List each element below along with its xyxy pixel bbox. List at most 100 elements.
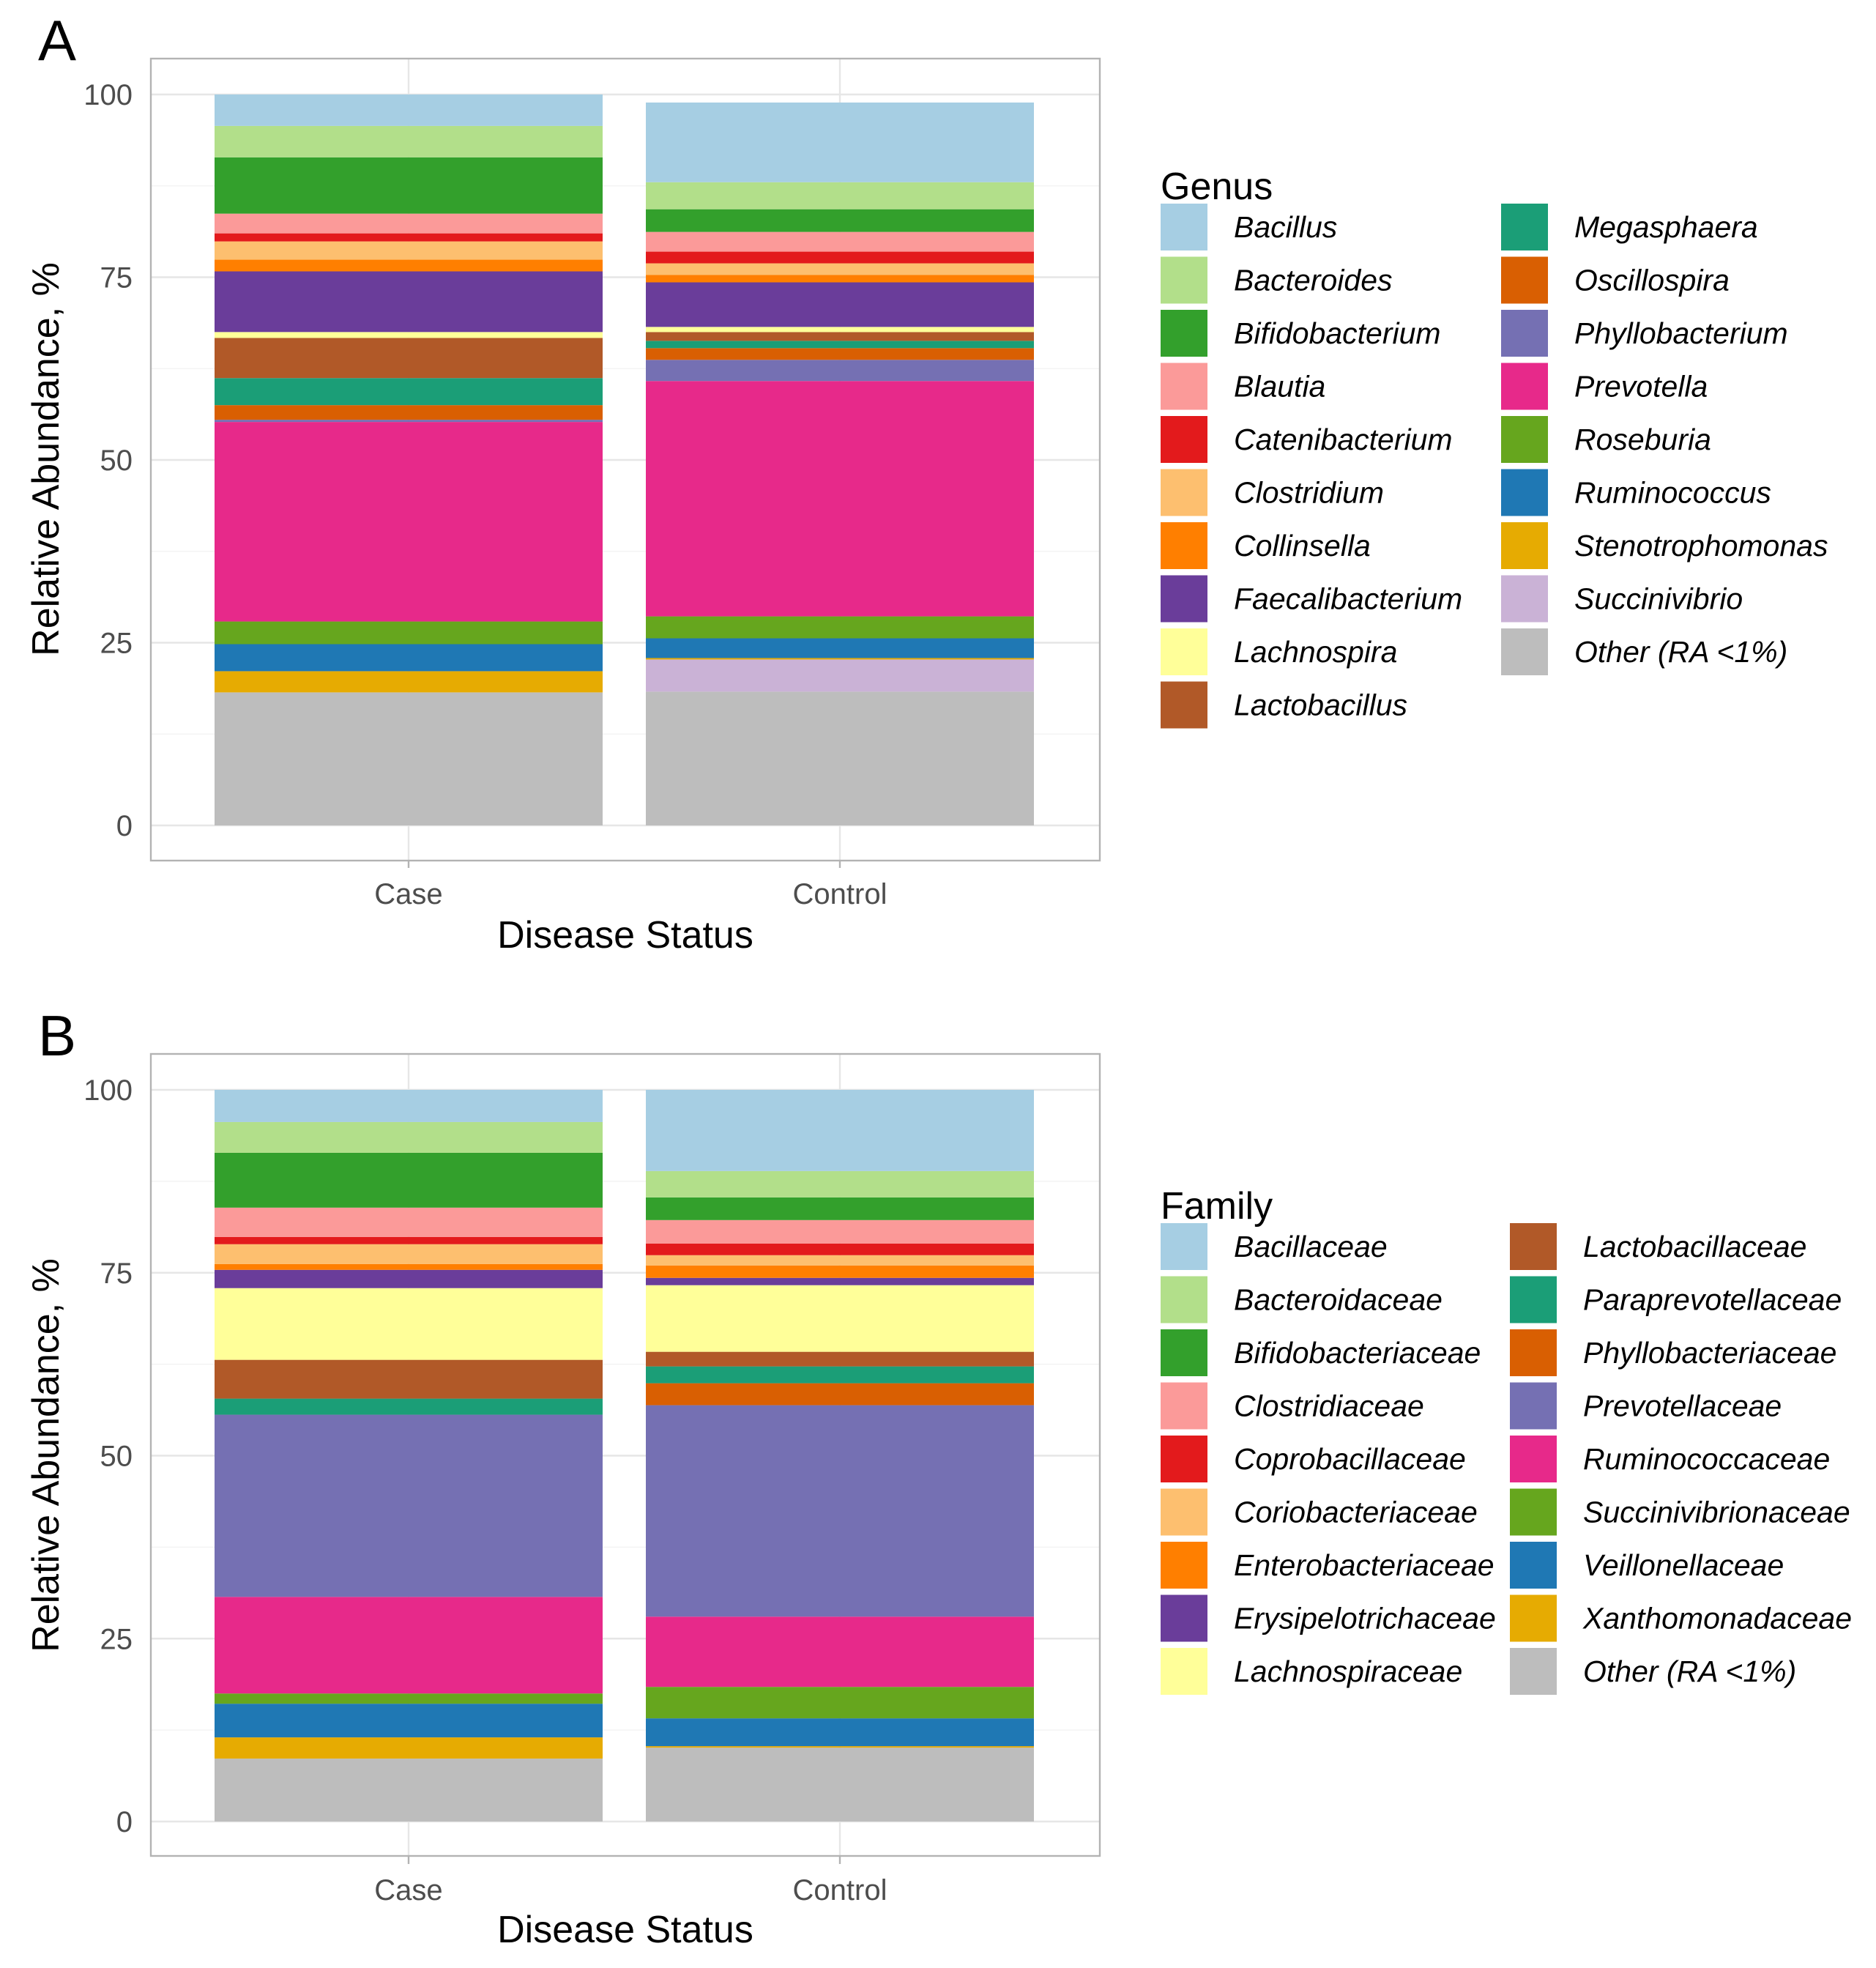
panel-b-legend-swatch-bifidobacteriaceae [1161, 1329, 1207, 1376]
panel-b-bar-control-coriobacteriaceae [646, 1255, 1034, 1266]
panel-a-legend-item-prevotella: Prevotella [1501, 363, 1708, 410]
panel-a-legend-item-collinsella: Collinsella [1161, 522, 1371, 569]
panel-a-bar-control-lachnospira [646, 327, 1034, 333]
panel-b-bar-control-veillonellaceae [646, 1718, 1034, 1747]
panel-b-bar-control-phyllobacteriaceae [646, 1383, 1034, 1406]
panel-b-legend-item-coriobacteriaceae: Coriobacteriaceae [1161, 1488, 1478, 1536]
panel-b-legend-swatch-coriobacteriaceae [1161, 1488, 1207, 1536]
panel-b-bar-case-prevotellaceae [215, 1414, 603, 1597]
panel-a-bar-control-lactobacillus [646, 332, 1034, 341]
panel-a-legend-swatch-prevotella [1501, 363, 1548, 410]
panel-a-bar-case-roseburia [215, 621, 603, 645]
panel-a-y-axis-title: Relative Abundance, % [25, 262, 67, 656]
panel-b-legend-label-other-ra-1: Other (RA <1%) [1583, 1655, 1796, 1688]
panel-a-legend-item-roseburia: Roseburia [1501, 416, 1711, 463]
panel-a-legend-title: Genus [1161, 166, 1273, 208]
panel-b-y-axis: 0 25 50 75 100 [83, 1074, 133, 1838]
panel-a-legend-item-lactobacillus: Lactobacillus [1161, 681, 1407, 729]
panel-b-legend-item-lactobacillaceae: Lactobacillaceae [1510, 1223, 1806, 1270]
panel-b-y-tick-label: 50 [100, 1441, 133, 1473]
panel-b-legend-label-succinivibrionaceae: Succinivibrionaceae [1583, 1496, 1850, 1529]
panel-a-bar-control-clostridium [646, 263, 1034, 275]
panel-b-bar-control-ruminococcaceae [646, 1616, 1034, 1687]
panel-b-y-tick-label: 100 [83, 1074, 133, 1107]
panel-a-legend-item-succinivibrio: Succinivibrio [1501, 575, 1743, 623]
panel-b-legend-item-xanthomonadaceae: Xanthomonadaceae [1510, 1594, 1852, 1642]
panel-a-x-axis-title: Disease Status [497, 914, 753, 957]
panel-a-legend-label-bacillus: Bacillus [1234, 210, 1337, 244]
panel-b-y-axis-title: Relative Abundance, % [25, 1258, 67, 1652]
panel-b-legend-swatch-xanthomonadaceae [1510, 1594, 1557, 1642]
panel-b-legend-swatch-lactobacillaceae [1510, 1223, 1557, 1270]
panel-b-legend-swatch-ruminococcaceae [1510, 1436, 1557, 1482]
panel-a-bar-control-faecalibacterium [646, 282, 1034, 327]
panel-b-bar-case-veillonellaceae [215, 1704, 603, 1738]
panel-b-x-tick-label-control: Control [793, 1874, 887, 1906]
panel-b-bar-control-lactobacillaceae [646, 1351, 1034, 1367]
panel-b-legend-label-lactobacillaceae: Lactobacillaceae [1583, 1230, 1806, 1263]
panel-a-legend-swatch-megasphaera [1501, 204, 1548, 250]
panel-a-legend-item-stenotrophomonas: Stenotrophomonas [1501, 522, 1828, 569]
panel-b-legend-swatch-other-ra-1 [1510, 1648, 1557, 1695]
panel-b-bar-case-other-ra-1 [215, 1759, 603, 1822]
panel-a-y-tick-label: 100 [83, 79, 133, 111]
panel-b-legend-label-erysipelotrichaceae: Erysipelotrichaceae [1234, 1602, 1496, 1635]
panel-a-legend-item-faecalibacterium: Faecalibacterium [1161, 575, 1462, 623]
panel-b-legend-item-bacteroidaceae: Bacteroidaceae [1161, 1276, 1443, 1323]
panel-b-bar-control-paraprevotellaceae [646, 1366, 1034, 1384]
panel-b-bars [215, 1090, 1034, 1822]
panel-b-bar-control-coprobacillaceae [646, 1243, 1034, 1255]
panel-letter-a: A [38, 8, 76, 73]
panel-a-bar-case-lactobacillus [215, 338, 603, 379]
panel-b-legend-item-bifidobacteriaceae: Bifidobacteriaceae [1161, 1329, 1481, 1376]
panel-b-legend-swatch-bacillaceae [1161, 1223, 1207, 1270]
panel-b-bar-case-enterobacteriaceae [215, 1263, 603, 1270]
panel-a-bar-case-catenibacterium [215, 233, 603, 242]
panel-a-bar-control-blautia [646, 231, 1034, 252]
panel-b-legend: Bacillaceae Bacteroidaceae Bifidobacteriac… [1161, 1223, 1852, 1695]
panel-letter-b: B [38, 1003, 76, 1068]
panel-b-legend-label-coprobacillaceae: Coprobacillaceae [1234, 1442, 1466, 1476]
panel-b-legend-item-prevotellaceae: Prevotellaceae [1510, 1382, 1782, 1430]
panel-a-bar-case-ruminococcus [215, 644, 603, 672]
panel-a-bar-case-oscillospira [215, 405, 603, 420]
panel-b-legend-item-enterobacteriaceae: Enterobacteriaceae [1161, 1542, 1495, 1589]
panel-a-plot-border [149, 57, 1101, 862]
panel-a-legend-swatch-lactobacillus [1161, 681, 1207, 729]
panel-b-legend-item-bacillaceae: Bacillaceae [1161, 1223, 1388, 1270]
panel-a-bar-control-roseburia [646, 616, 1034, 639]
panel-b-bar-control-xanthomonadaceae [646, 1746, 1034, 1748]
panel-a-legend-swatch-bifidobacterium [1161, 310, 1207, 357]
panel-a-legend-item-clostridium: Clostridium [1161, 469, 1384, 516]
panel-b-bar-case-paraprevotellaceae [215, 1398, 603, 1415]
panel-a-legend-label-blautia: Blautia [1234, 370, 1325, 404]
panel-a-legend-swatch-bacillus [1161, 204, 1207, 250]
panel-b-legend-swatch-bacteroidaceae [1161, 1276, 1207, 1323]
panel-b-bar-case-bifidobacteriaceae [215, 1152, 603, 1208]
panel-a-legend-item-oscillospira: Oscillospira [1501, 256, 1730, 304]
panel-b-legend-label-paraprevotellaceae: Paraprevotellaceae [1583, 1283, 1842, 1317]
panel-a-bar-case-phyllobacterium [215, 420, 603, 423]
panel-b-bar-case-bacteroidaceae [215, 1121, 603, 1153]
panel-a-y-tick-label: 75 [100, 262, 133, 294]
panel-a-bar-case-bacteroides [215, 125, 603, 157]
panel-b-legend-item-ruminococcaceae: Ruminococcaceae [1510, 1436, 1830, 1482]
panel-b-y-tick-label: 0 [116, 1806, 133, 1838]
panel-b-bar-control-enterobacteriaceae [646, 1265, 1034, 1278]
panel-b-bar-control-lachnospiraceae [646, 1285, 1034, 1352]
panel-a-legend-label-stenotrophomonas: Stenotrophomonas [1574, 529, 1828, 562]
panel-b-legend-label-prevotellaceae: Prevotellaceae [1583, 1389, 1782, 1423]
panel-b: B 0 25 50 75 100 Case Control Disease St… [25, 1003, 1852, 1951]
panel-a-bar-control-oscillospira [646, 348, 1034, 360]
panel-a-legend-item-phyllobacterium: Phyllobacterium [1501, 310, 1788, 357]
panel-a-legend: Bacillus Bacteroides Bifidobacterium Blauti… [1161, 204, 1828, 729]
panel-b-legend-item-lachnospiraceae: Lachnospiraceae [1161, 1648, 1462, 1695]
panel-a-bars [215, 94, 1034, 825]
panel-a-legend-swatch-roseburia [1501, 416, 1548, 463]
panel-a-bar-control-bacillus [646, 102, 1034, 182]
panel-b-legend-label-ruminococcaceae: Ruminococcaceae [1583, 1442, 1830, 1476]
panel-a-x-tick-label-control: Control [793, 878, 887, 910]
panel-b-bar-case-clostridiaceae [215, 1207, 603, 1237]
panel-a-legend-label-bifidobacterium: Bifidobacterium [1234, 316, 1441, 350]
